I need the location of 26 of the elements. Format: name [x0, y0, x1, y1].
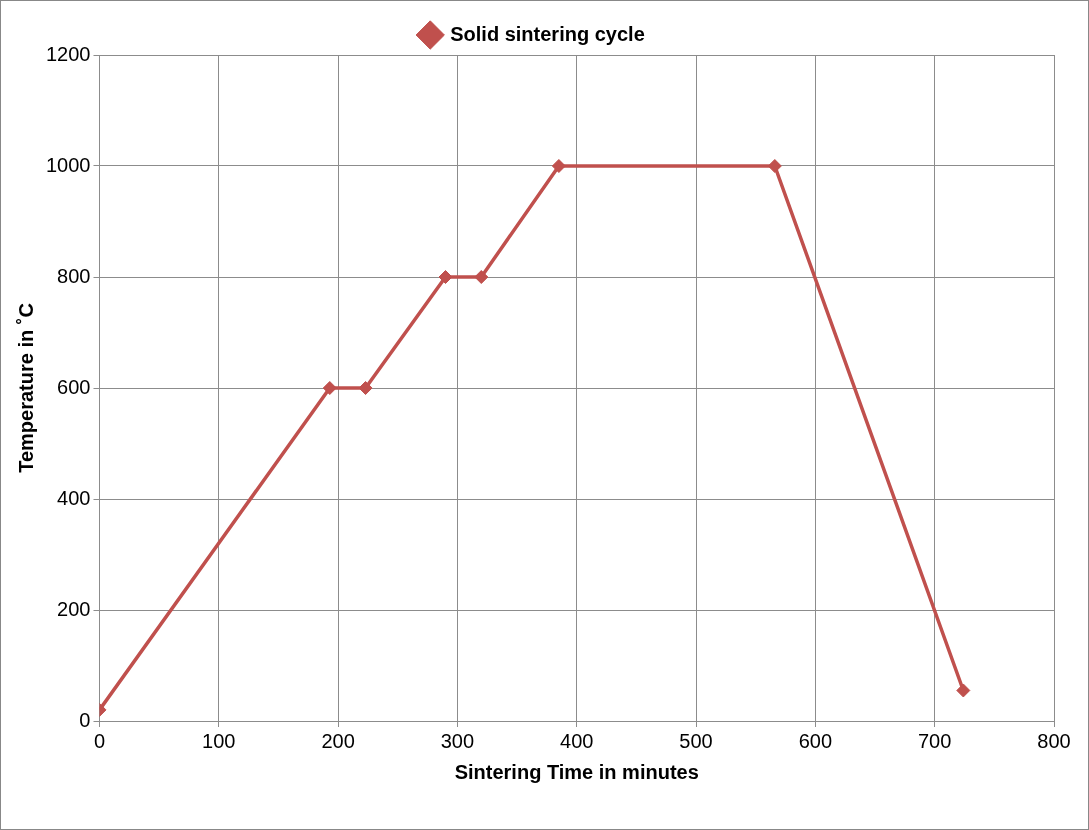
y-tick-label: 0 [79, 708, 91, 731]
point [474, 270, 489, 284]
x-tick-label: 500 [679, 729, 713, 752]
point [322, 381, 337, 395]
x-tick-label: 200 [321, 729, 355, 752]
point [767, 159, 782, 173]
point [438, 270, 453, 284]
x-tick-label: 0 [93, 729, 106, 752]
y-tick-label: 200 [57, 597, 91, 620]
point [358, 381, 373, 395]
y-axis-title: Temperature in ˚C [14, 303, 37, 473]
x-tick-label: 300 [440, 729, 475, 752]
x-tick-label: 600 [798, 729, 833, 752]
x-axis-title: Sintering Time in minutes [454, 760, 699, 783]
legend-label: Solid sintering cycle [450, 22, 645, 45]
x-tick-label: 800 [1037, 729, 1071, 752]
x-tick-label: 400 [560, 729, 594, 752]
x-tick-label: 100 [202, 729, 236, 752]
y-tick-label: 1000 [45, 153, 91, 176]
x-tick-label: 700 [918, 729, 952, 752]
y-tick-label: 400 [57, 486, 91, 509]
point [956, 683, 971, 698]
point [551, 159, 566, 173]
y-tick-label: 600 [57, 375, 91, 398]
y-tick-label: 1200 [45, 42, 91, 65]
y-tick-label: 800 [57, 264, 91, 287]
